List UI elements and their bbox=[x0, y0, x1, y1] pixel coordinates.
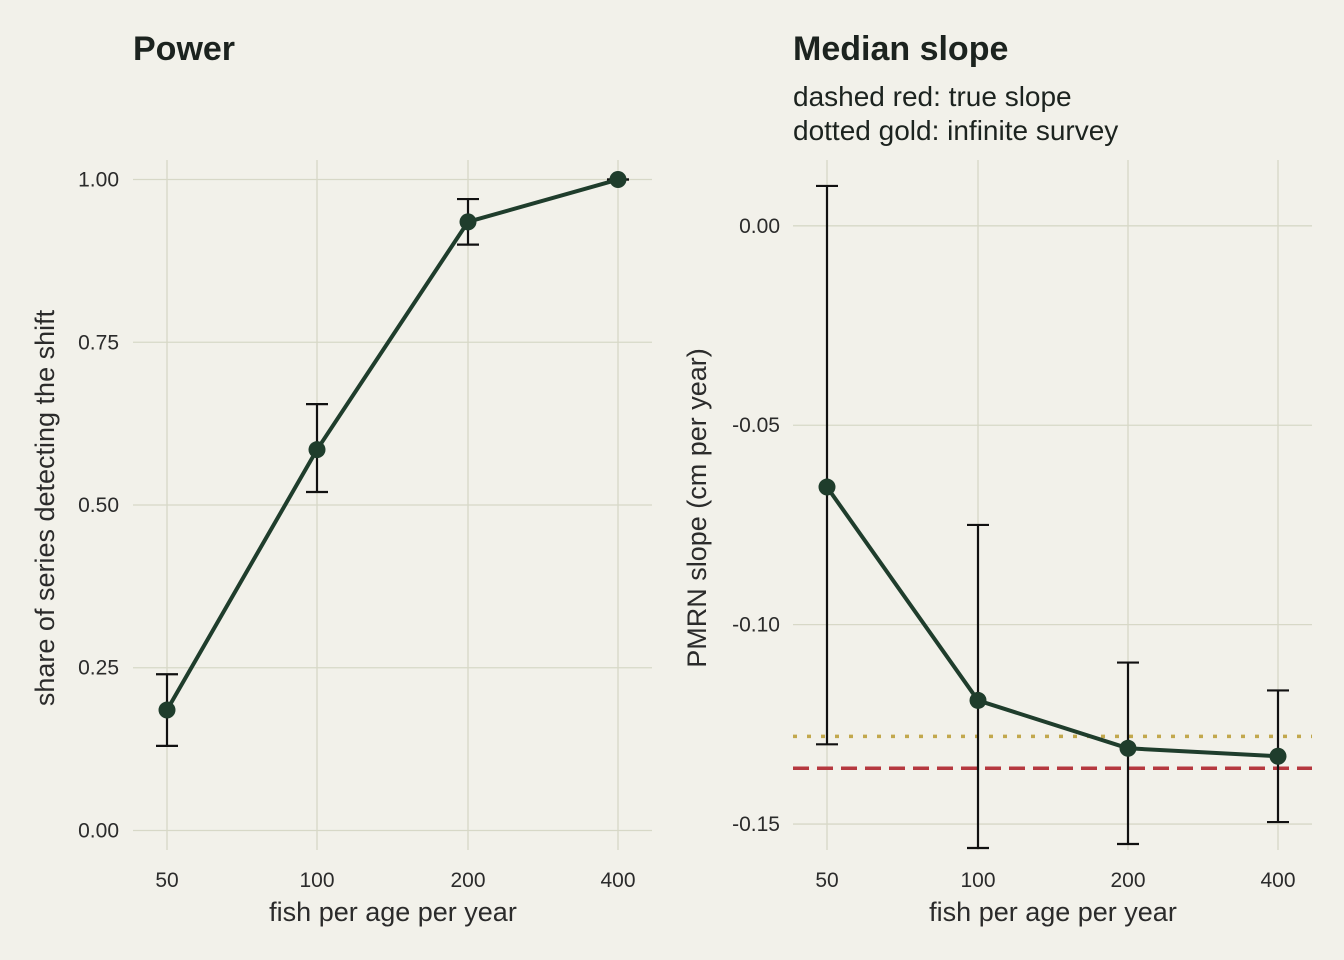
median-slope-tick-labels: 0.00 -0.05 -0.10 -0.15 50 100 200 400 bbox=[732, 215, 1295, 892]
x-tick-label: 200 bbox=[1110, 869, 1145, 892]
power-y-axis-label: share of series detecting the shift bbox=[30, 309, 60, 706]
y-tick-label: -0.10 bbox=[732, 614, 780, 637]
median-slope-y-axis-label: PMRN slope (cm per year) bbox=[682, 348, 712, 668]
y-tick-label: 1.00 bbox=[78, 169, 119, 192]
y-tick-label: 0.75 bbox=[78, 331, 119, 354]
data-point bbox=[308, 441, 326, 459]
x-tick-label: 100 bbox=[299, 869, 334, 892]
median-slope-subtitle-line-1: dashed red: true slope bbox=[793, 81, 1072, 112]
data-point bbox=[459, 213, 477, 231]
data-point bbox=[818, 478, 836, 496]
y-tick-label: -0.05 bbox=[732, 414, 780, 437]
x-tick-label: 400 bbox=[1260, 869, 1295, 892]
power-grid bbox=[133, 160, 652, 850]
y-tick-label: 0.00 bbox=[739, 215, 780, 238]
y-tick-label: 0.00 bbox=[78, 819, 119, 842]
series-line bbox=[825, 485, 1279, 759]
x-tick-label: 100 bbox=[960, 869, 995, 892]
power-panel: Power 0.00 0.25 0.50 0.75 1.00 50 100 200 400 fi… bbox=[30, 30, 652, 927]
data-point bbox=[1119, 739, 1137, 757]
median-slope-reference-lines bbox=[793, 734, 1312, 770]
median-slope-grid bbox=[793, 160, 1312, 850]
median-slope-title: Median slope bbox=[793, 30, 1008, 68]
data-point bbox=[969, 691, 987, 709]
median-slope-panel: Median slope dashed red: true slope dott… bbox=[682, 30, 1312, 927]
x-tick-label: 400 bbox=[600, 869, 635, 892]
series-line bbox=[165, 177, 619, 712]
y-tick-label: -0.15 bbox=[732, 813, 780, 836]
data-point bbox=[158, 701, 176, 719]
data-point bbox=[609, 171, 627, 189]
y-tick-label: 0.50 bbox=[78, 494, 119, 517]
median-slope-marks bbox=[816, 184, 1289, 850]
power-x-axis-label: fish per age per year bbox=[269, 897, 517, 927]
power-title: Power bbox=[133, 30, 235, 68]
x-tick-label: 200 bbox=[450, 869, 485, 892]
power-marks bbox=[156, 171, 629, 747]
x-tick-label: 50 bbox=[815, 869, 838, 892]
power-tick-labels: 0.00 0.25 0.50 0.75 1.00 50 100 200 400 bbox=[78, 169, 635, 892]
data-point bbox=[1269, 747, 1287, 765]
x-tick-label: 50 bbox=[155, 869, 178, 892]
y-tick-label: 0.25 bbox=[78, 657, 119, 680]
median-slope-subtitle-line-2: dotted gold: infinite survey bbox=[793, 115, 1118, 146]
median-slope-x-axis-label: fish per age per year bbox=[929, 897, 1177, 927]
